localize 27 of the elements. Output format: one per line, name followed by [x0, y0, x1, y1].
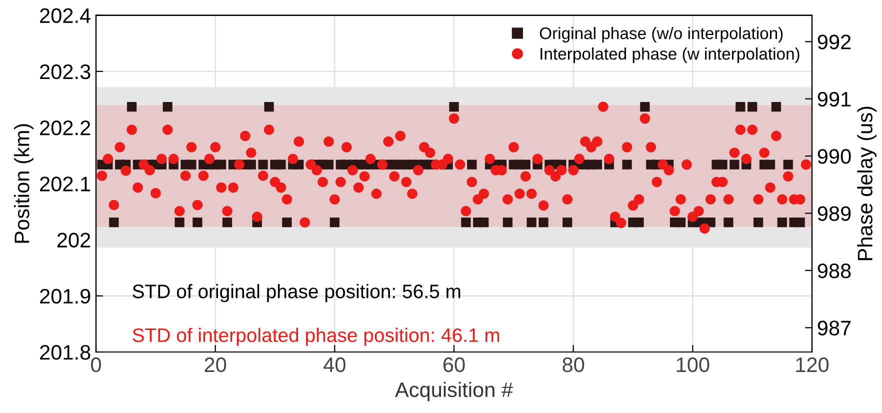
y-tick-label: 202	[57, 232, 90, 248]
y2-tick-label: 989	[818, 206, 851, 222]
y2-tick-label: 988	[818, 263, 851, 278]
y2-tick-label: 987	[818, 320, 851, 336]
y2-tick-label: 992	[818, 34, 851, 50]
x-tick-label: 0	[91, 357, 101, 372]
y2-tick-label: 990	[818, 149, 851, 164]
y-tick-label: 202.4	[40, 8, 91, 24]
x-tick-label: 120	[796, 357, 829, 372]
y2-tick-label: 991	[818, 92, 851, 107]
y2-axis-title: Phase delay (us)	[857, 106, 877, 260]
x-tick-label: 100	[676, 357, 710, 372]
y-tick-label: 202.2	[40, 120, 90, 136]
x-tick-label: 20	[204, 357, 226, 372]
x-axis-title: Acquisition #	[394, 382, 513, 402]
x-tick-label: 40	[324, 357, 346, 372]
x-tick-label: 80	[562, 357, 584, 372]
legend-label: Interpolated phase (w interpolation)	[540, 48, 800, 64]
y-axis-title: Position (km)	[14, 124, 34, 243]
y-tick-label: 201.8	[40, 345, 90, 360]
y-tick-label: 201.9	[40, 288, 90, 304]
y-tick-label: 202.1	[40, 176, 90, 192]
annotation: STD of original phase position: 56.5 m	[132, 284, 460, 302]
x-tick-label: 60	[443, 357, 465, 372]
legend-label: Original phase (w/o interpolation)	[540, 26, 783, 43]
y-tick-label: 202.3	[40, 64, 90, 80]
annotation: STD of interpolated phase position: 46.1 m	[132, 328, 500, 346]
